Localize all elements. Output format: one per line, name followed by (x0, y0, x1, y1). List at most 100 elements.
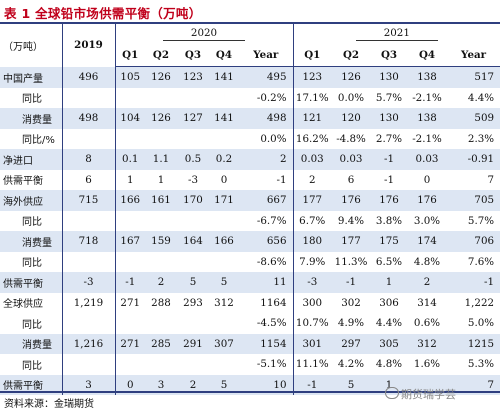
unit-header: （万吨） (0, 24, 63, 67)
cell-2020-q1: 271 (115, 333, 145, 354)
cell-2021-year: 1215 (447, 333, 500, 354)
cell-2019 (62, 128, 116, 149)
cell-2020-year: -8.6% (239, 251, 294, 272)
cell-2020-q1: 166 (115, 190, 145, 211)
cell-2021-year: 517 (447, 66, 500, 88)
header-2021: 2021 (355, 27, 438, 41)
cell-2020-q3: 127 (177, 108, 209, 129)
header-2020-q4: Q4 (209, 44, 239, 67)
header-2020: 2020 (162, 27, 246, 41)
header-2021-q4: Q4 (407, 44, 448, 67)
cell-2021-q2: 0.0% (331, 87, 372, 108)
cell-2020-q2: 3 (145, 374, 177, 395)
cell-2021-q2: 0.03 (331, 149, 372, 170)
cell-2021-q4: 1.6% (407, 354, 448, 375)
cell-2020-q3: 5 (177, 272, 209, 293)
cell-2019: 718 (62, 231, 116, 252)
cell-2021-year: 509 (447, 108, 500, 129)
cell-2020-year: 656 (239, 231, 294, 252)
cell-2021-q3: -1 (371, 169, 408, 190)
cell-2021-q1: 7.9% (293, 251, 332, 272)
row-label: 同比 (0, 87, 63, 108)
cell-2020-year: -1 (239, 169, 294, 190)
cell-2020-year: -6.7% (239, 210, 294, 231)
cell-2021-q2: 6 (331, 169, 372, 190)
table-row: 海外供应 715 166 161 170 171 667 177 176 176 176 705 (0, 190, 500, 211)
cell-2020-q2: 285 (145, 333, 177, 354)
cell-2020-q1: 167 (115, 231, 145, 252)
header-2019: 2019 (62, 24, 116, 67)
cell-2020-q3: -3 (177, 169, 209, 190)
cell-2020-year: 11 (239, 272, 294, 293)
cell-2020-q4: 5 (209, 272, 239, 293)
cell-2021-q2: 297 (331, 333, 372, 354)
cell-2021-q2: -4.8% (331, 128, 372, 149)
cell-2020-q1 (115, 251, 145, 272)
cell-2020-q3: 2 (177, 374, 209, 395)
cell-2019 (62, 313, 116, 334)
cell-2020-year: 498 (239, 108, 294, 129)
cell-2020-year: 0.0% (239, 128, 294, 149)
cell-2019: 496 (62, 66, 116, 88)
cell-2020-q1: 1 (115, 169, 145, 190)
cell-2020-q2 (145, 313, 177, 334)
row-label: 同比 (0, 210, 63, 231)
cell-2020-q2 (145, 128, 177, 149)
cell-2021-q2: 4.2% (331, 354, 372, 375)
cell-2021-q3: -1 (371, 149, 408, 170)
cell-2020-year: 2 (239, 149, 294, 170)
cell-2021-q1: -3 (293, 272, 332, 293)
cell-2021-q4: 0.03 (407, 149, 448, 170)
cell-2020-q1 (115, 313, 145, 334)
cell-2020-q2: 1 (145, 169, 177, 190)
table-title: 表 1 全球铅市场供需平衡（万吨） (4, 6, 202, 21)
cell-2021-q1: 177 (293, 190, 332, 211)
cell-2020-q3 (177, 210, 209, 231)
cell-2020-q4: 307 (209, 333, 239, 354)
lead-balance-table: （万吨） 2019 2020 2021 Q1 Q2 Q3 Q4 Year Q1 … (0, 24, 500, 395)
cell-2021-q3: 3.8% (371, 210, 408, 231)
cell-2021-year: 5.0% (447, 313, 500, 334)
cell-2020-q1: 271 (115, 292, 145, 313)
cell-2021-year: 706 (447, 231, 500, 252)
cell-2019: 6 (62, 169, 116, 190)
cell-2021-q4: 3.0% (407, 210, 448, 231)
cell-2021-q1: 180 (293, 231, 332, 252)
cell-2020-year: 1154 (239, 333, 294, 354)
header-2020-q3: Q3 (177, 44, 209, 67)
cell-2021-q1: 11.1% (293, 354, 332, 375)
cell-2020-q4: 0.2 (209, 149, 239, 170)
row-label: 同比 (0, 354, 63, 375)
cell-2021-q4: 138 (407, 108, 448, 129)
cell-2021-q3: 4.4% (371, 313, 408, 334)
cell-2021-q3: 6.5% (371, 251, 408, 272)
cell-2021-year: 5.3% (447, 354, 500, 375)
table-row: 同比 -8.6% 7.9% 11.3% 6.5% 4.8% 7.6% (0, 251, 500, 272)
cell-2021-year: 7 (447, 374, 500, 395)
cell-2021-year: -1 (447, 272, 500, 293)
cell-2021-q2: 177 (331, 231, 372, 252)
cell-2020-q4 (209, 251, 239, 272)
cell-2021-q3: 1 (371, 272, 408, 293)
row-label: 中国产量 (0, 66, 63, 88)
cell-2020-year: 10 (239, 374, 294, 395)
row-label: 供需平衡 (0, 272, 63, 293)
table-row: 同比 -4.5% 10.7% 4.9% 4.4% 0.6% 5.0% (0, 313, 500, 334)
cell-2020-q2: 161 (145, 190, 177, 211)
cell-2020-q1: 0 (115, 374, 145, 395)
cell-2020-q2: 1.1 (145, 149, 177, 170)
cell-2021-q4: -2.1% (407, 128, 448, 149)
cell-2021-q4: 4.8% (407, 251, 448, 272)
table-row: 同比 -6.7% 6.7% 9.4% 3.8% 3.0% 5.7% (0, 210, 500, 231)
table-row: 净进口 8 0.1 1.1 0.5 0.2 2 0.03 0.03 -1 0.03 -0.91 (0, 149, 500, 170)
cell-2020-q2 (145, 210, 177, 231)
cell-2020-q2: 126 (145, 108, 177, 129)
cell-2021-q4: 0 (407, 169, 448, 190)
cell-2021-q1: 301 (293, 333, 332, 354)
table-row: 供需平衡 -3 -1 2 5 5 11 -3 -1 1 2 -1 (0, 272, 500, 293)
cell-2019: 1,219 (62, 292, 116, 313)
header-row-years: （万吨） 2019 2020 2021 (0, 24, 500, 67)
table-row: 消费量 498 104 126 127 141 498 121 120 130 138 509 (0, 108, 500, 129)
cell-2020-q1: 0.1 (115, 149, 145, 170)
cell-2021-year: 7 (447, 169, 500, 190)
